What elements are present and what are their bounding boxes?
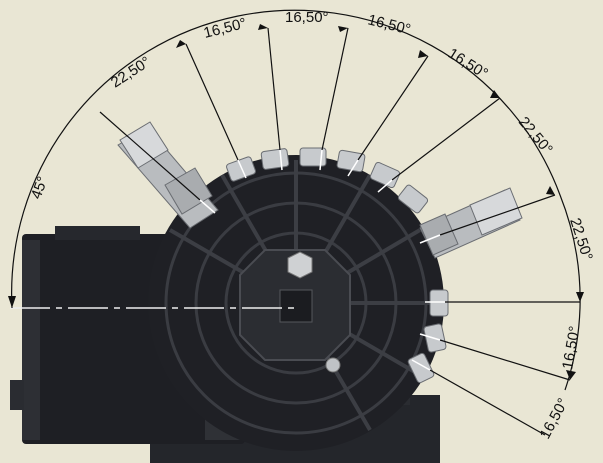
dim-label-16-50-a: 16,50° xyxy=(202,15,248,42)
small-bolt xyxy=(325,357,341,373)
arc-arrows xyxy=(8,24,584,380)
hub-square xyxy=(279,289,313,323)
dim-label-22-50-b: 22,50° xyxy=(515,114,556,158)
motor-side-plate xyxy=(10,380,24,410)
extension-highlights xyxy=(199,149,445,371)
dim-label-22-50-c: 22,50° xyxy=(566,216,596,263)
right-spigot xyxy=(419,187,523,259)
dim-label-16-50-b: 16,50° xyxy=(285,9,329,26)
dim-label-16-50-f: 16,50° xyxy=(537,395,572,441)
dimension-arc xyxy=(11,9,581,391)
extension-lines xyxy=(99,27,580,436)
dim-label-22-50-a: 22,50° xyxy=(108,53,154,91)
hub-bolt xyxy=(287,251,313,279)
dim-label-16-50-c: 16,50° xyxy=(366,11,412,38)
dim-label-16-50-e: 16,50° xyxy=(559,325,583,371)
dim-label-45: 45° xyxy=(28,174,52,201)
left-spigot xyxy=(117,121,219,229)
dim-label-16-50-d: 16,50° xyxy=(445,45,491,82)
motor-flange xyxy=(22,240,40,440)
motor-housing-top xyxy=(55,226,140,240)
